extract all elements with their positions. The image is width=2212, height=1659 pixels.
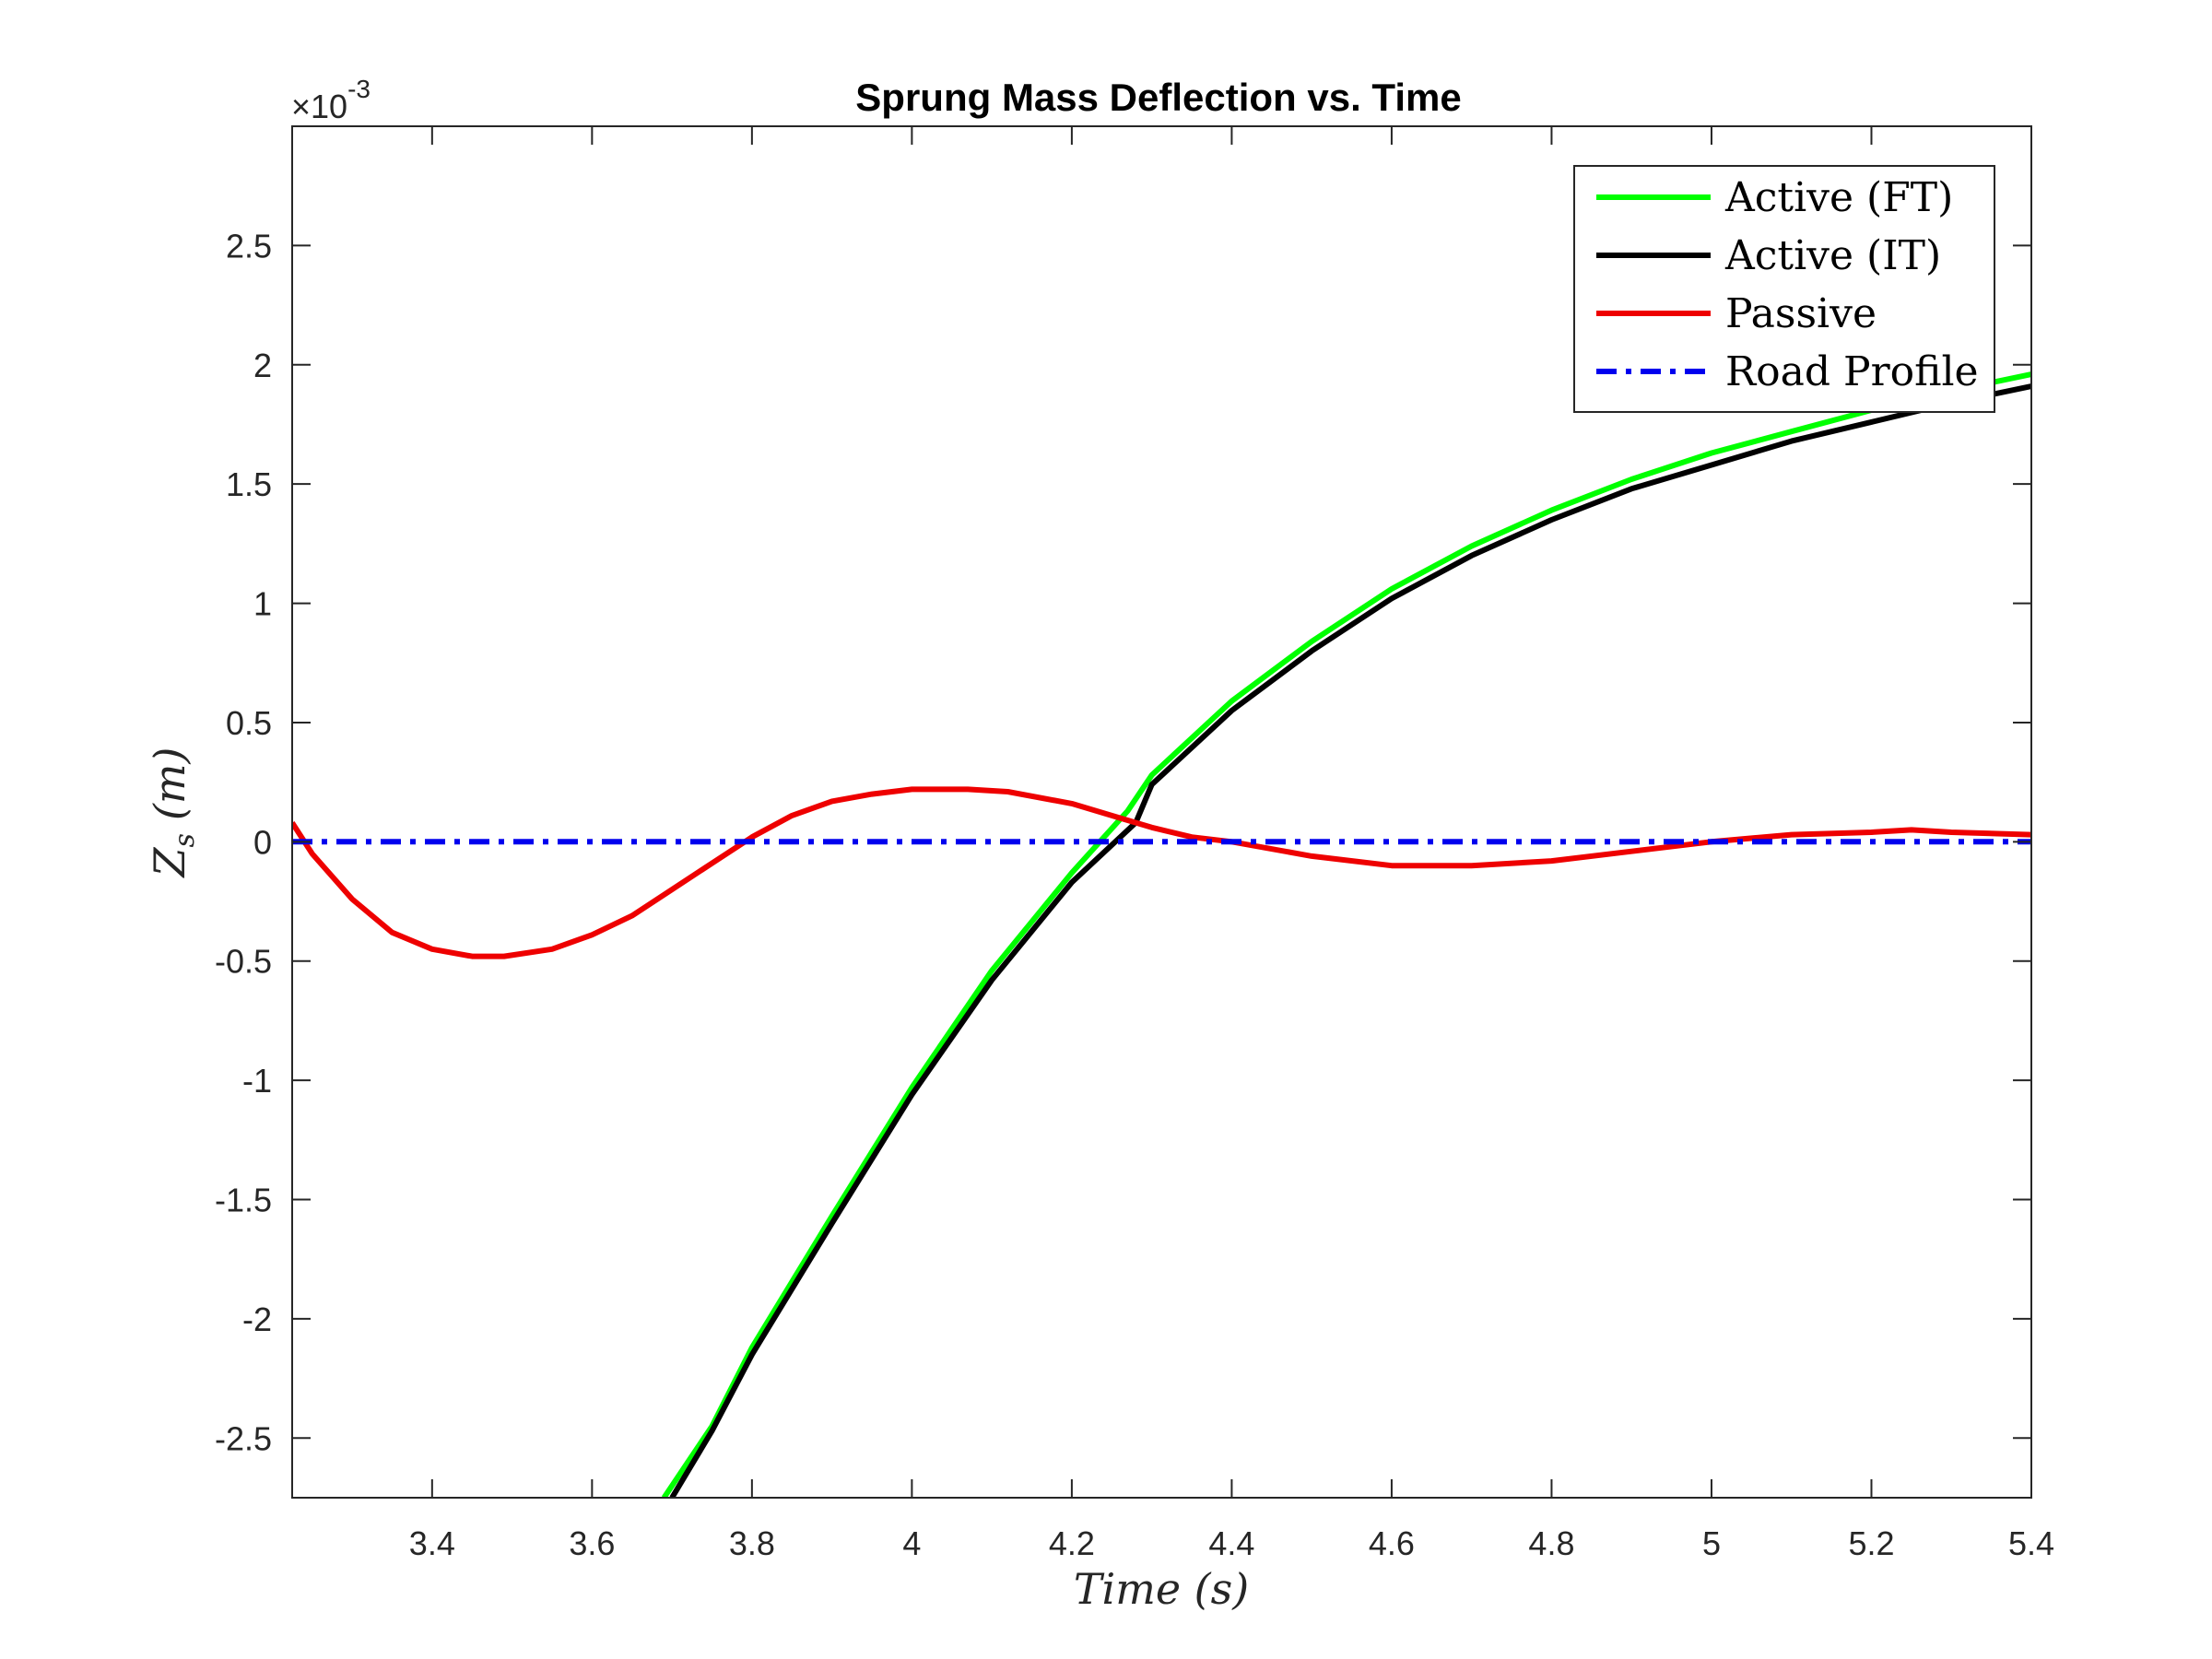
x-tick-label: 3.8: [729, 1524, 775, 1562]
x-tick-label: 4.6: [1369, 1524, 1415, 1562]
y-tick-label: -1.5: [215, 1182, 272, 1219]
y-tick-label: 0.5: [226, 704, 272, 742]
y-tick-label: 2: [253, 347, 272, 384]
y-tick-label: 0: [253, 823, 272, 861]
y-axis: -2.5 -2 -1.5 -1 -0.5 0 0.5 1 1.5 2 2.5: [215, 227, 2031, 1457]
chart-title: Sprung Mass Deflection vs. Time: [855, 76, 1461, 119]
x-tick-label: 3.6: [569, 1524, 615, 1562]
x-tick-label: 5.4: [2008, 1524, 2054, 1562]
y-tick-label: 1: [253, 585, 272, 623]
y-exponent-label: ×10-3: [291, 75, 371, 125]
x-tick-label: 5: [1702, 1524, 1721, 1562]
y-tick-label: 1.5: [226, 465, 272, 503]
x-tick-label: 4: [902, 1524, 921, 1562]
y-exponent-value: -3: [347, 75, 371, 103]
y-tick-label: -2.5: [215, 1419, 272, 1457]
series-line-active-ft: [661, 371, 2031, 1498]
y-tick-label: -1: [242, 1062, 272, 1100]
x-axis: 3.4 3.6 3.8 4 4.2 4.4 4.6 4.8 5 5.2 5.4: [409, 126, 2054, 1562]
series-line-passive: [292, 786, 2031, 959]
x-tick-label: 4.2: [1049, 1524, 1095, 1562]
y-axis-label-unit: (m): [145, 747, 194, 821]
legend: Active (FT) Active (IT) Passive Road Profil…: [1573, 165, 1995, 413]
legend-label: Active (IT): [1724, 232, 1941, 279]
x-tick-label: 5.2: [1848, 1524, 1894, 1562]
y-axis-label-sub: s: [169, 833, 201, 847]
plot-area-frame: [291, 125, 2032, 1499]
y-tick-label: -0.5: [215, 943, 272, 981]
series-line-active-it: [669, 383, 2031, 1498]
y-tick-label: -2: [242, 1300, 272, 1338]
y-axis-label: Zs (m): [145, 747, 201, 879]
legend-label: Active (FT): [1724, 174, 1953, 221]
x-tick-label: 4.4: [1208, 1524, 1254, 1562]
x-axis-label: Time (s): [1074, 1564, 1249, 1614]
x-tick-label: 3.4: [409, 1524, 455, 1562]
y-axis-label-main: Z: [145, 846, 194, 878]
legend-label: Road Profile: [1725, 348, 1979, 395]
y-exponent-prefix: ×10: [291, 88, 347, 125]
legend-label: Passive: [1725, 290, 1877, 337]
x-tick-label: 4.8: [1528, 1524, 1574, 1562]
y-tick-label: 2.5: [226, 227, 272, 265]
series-layer: [292, 371, 2031, 1498]
